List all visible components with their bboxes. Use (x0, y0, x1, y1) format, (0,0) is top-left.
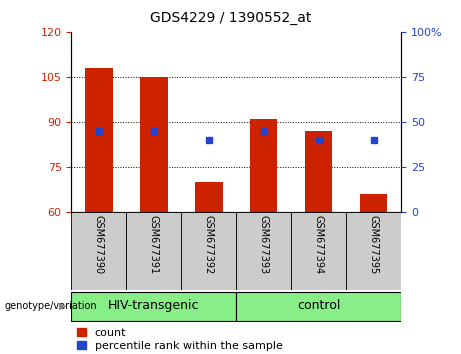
Text: GDS4229 / 1390552_at: GDS4229 / 1390552_at (150, 11, 311, 25)
Bar (250, 119, 278, 212)
Bar (236, 292, 401, 321)
Text: ▶: ▶ (59, 301, 67, 310)
Text: GSM677393: GSM677393 (259, 215, 269, 274)
Text: HIV-transgenic: HIV-transgenic (108, 299, 200, 312)
Text: GSM677391: GSM677391 (149, 215, 159, 274)
Bar (126, 212, 181, 290)
Bar (181, 212, 236, 290)
Bar (236, 212, 291, 290)
Text: GSM677390: GSM677390 (94, 215, 104, 274)
Bar (291, 212, 346, 290)
Text: GSM677394: GSM677394 (313, 215, 324, 274)
Bar (71, 212, 126, 290)
Text: GSM677392: GSM677392 (204, 215, 214, 274)
Bar (195, 182, 223, 212)
Legend: count, percentile rank within the sample: count, percentile rank within the sample (77, 328, 283, 351)
Bar (71, 292, 236, 321)
Bar (346, 212, 401, 290)
Bar (85, 68, 112, 212)
Text: GSM677395: GSM677395 (369, 215, 378, 274)
Text: control: control (297, 299, 340, 312)
Bar (360, 194, 387, 212)
Bar (140, 77, 168, 212)
Text: genotype/variation: genotype/variation (5, 301, 97, 310)
Bar (305, 131, 332, 212)
